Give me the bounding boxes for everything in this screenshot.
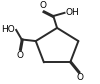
Text: O: O	[76, 73, 83, 82]
Text: O: O	[16, 51, 23, 60]
Text: OH: OH	[66, 8, 79, 17]
Text: O: O	[40, 1, 47, 10]
Text: HO: HO	[2, 25, 15, 34]
